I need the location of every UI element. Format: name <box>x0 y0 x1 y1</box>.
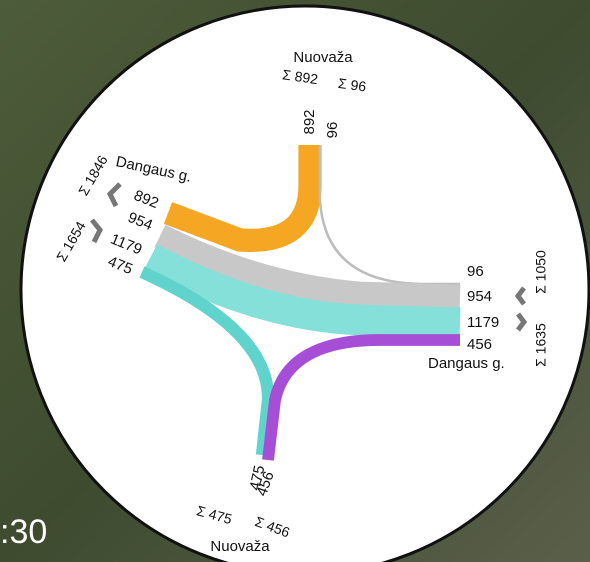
time-label: :30 <box>0 513 47 551</box>
arrow <box>516 312 528 332</box>
sum-label: Σ 96 <box>337 75 367 95</box>
flow-label: 96 <box>324 122 341 139</box>
arrow <box>90 218 103 244</box>
flow-label: 1179 <box>467 314 499 331</box>
flow-band <box>142 244 461 339</box>
flow-band <box>163 145 322 252</box>
road-name: Nuovaža <box>293 49 353 66</box>
sum-label: Σ 1050 <box>533 250 549 294</box>
flow-band <box>139 266 275 456</box>
sum-label: Σ 1635 <box>533 323 549 367</box>
flow-label: 96 <box>467 263 484 280</box>
arrow <box>106 182 122 208</box>
flow-label: 475 <box>247 464 269 492</box>
arrow <box>514 286 526 306</box>
road-name: Dangaus g. <box>428 355 505 372</box>
flow-label: 954 <box>467 288 492 305</box>
flow-band <box>154 224 461 310</box>
sum-label: Σ 892 <box>281 66 319 87</box>
flow-band <box>262 334 460 461</box>
flow-label: 892 <box>301 109 318 134</box>
road-name: Nuovaža <box>210 538 270 555</box>
flow-label: 456 <box>467 336 492 353</box>
